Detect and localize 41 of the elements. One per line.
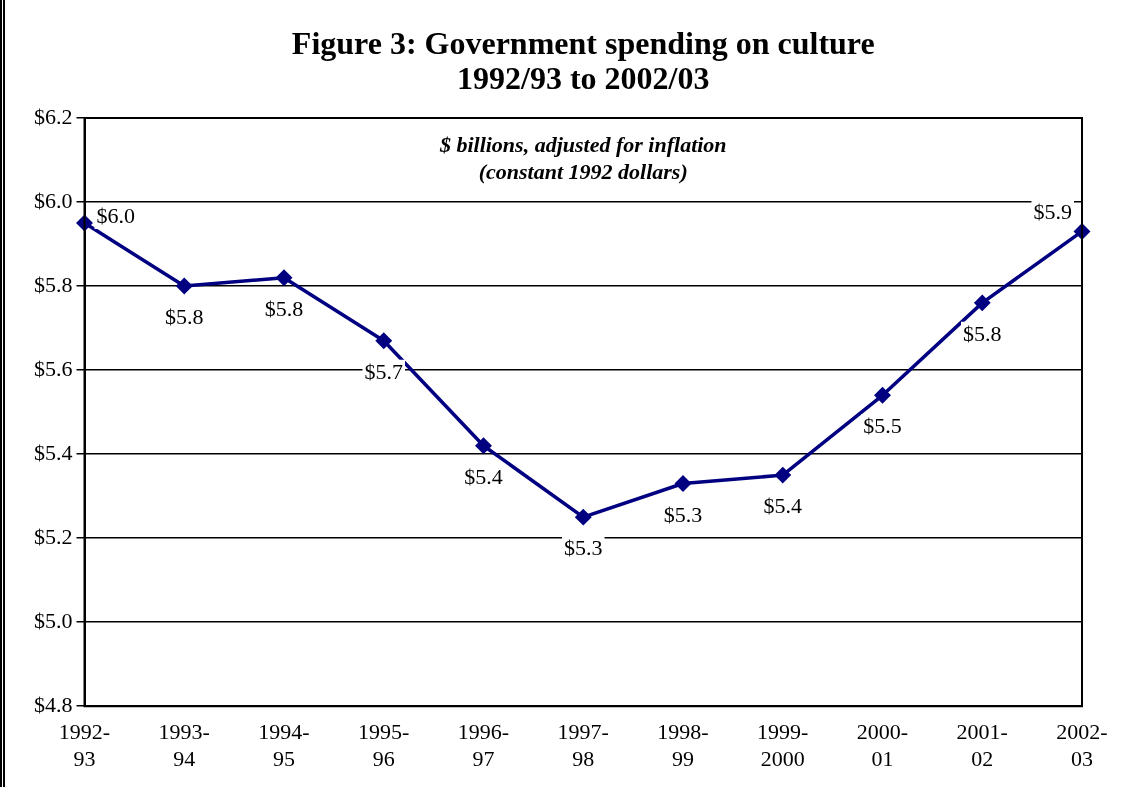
y-tick-label: $4.8 bbox=[34, 691, 73, 717]
y-tick-label: $5.2 bbox=[34, 523, 73, 549]
x-tick-label: 1999-2000 bbox=[757, 719, 809, 771]
point bbox=[874, 387, 891, 404]
x-tick-label: 2000-01 bbox=[856, 719, 909, 771]
x-tick-label: 1997-98 bbox=[557, 719, 609, 771]
x-tick-label: 2001-02 bbox=[956, 719, 1008, 771]
data-label: $5.8 bbox=[165, 304, 204, 330]
point bbox=[575, 509, 591, 525]
point bbox=[475, 437, 492, 454]
data-label: $5.8 bbox=[963, 320, 1002, 346]
x-tick-label: 1995-96 bbox=[358, 719, 410, 771]
point bbox=[376, 332, 392, 349]
data-label: $5.9 bbox=[1033, 199, 1072, 225]
data-label: $5.3 bbox=[564, 535, 603, 561]
data-label: $5.4 bbox=[464, 463, 503, 489]
x-tick-label: 1993-94 bbox=[158, 719, 210, 771]
point bbox=[974, 295, 990, 311]
x-tick-label: 1998-99 bbox=[657, 719, 709, 771]
x-tick-label: 1992-93 bbox=[58, 719, 111, 771]
y-tick-label: $5.6 bbox=[34, 355, 73, 381]
y-tick-label: $5.0 bbox=[34, 607, 73, 633]
point bbox=[276, 269, 292, 286]
data-label: $5.5 bbox=[863, 413, 902, 439]
data-label: $6.0 bbox=[96, 203, 135, 229]
x-tick-label: 1994-95 bbox=[258, 719, 310, 771]
point bbox=[176, 278, 192, 294]
text: $ billions, adjusted for inflation (constant 1992 dollars) bbox=[438, 132, 727, 184]
y-tick-label: $6.0 bbox=[34, 187, 73, 213]
x-tick-label: 1996-97 bbox=[457, 719, 510, 771]
data-label: $5.8 bbox=[264, 295, 304, 321]
data-label: $5.3 bbox=[663, 501, 703, 527]
y-tick-label: $6.2 bbox=[34, 103, 73, 129]
point bbox=[675, 475, 691, 492]
point bbox=[775, 467, 791, 483]
data-label: $5.4 bbox=[763, 493, 802, 519]
data-label: $5.7 bbox=[364, 358, 403, 384]
chart-title: Figure 3: Government spending on culture 1992/93 to 2002/03 bbox=[291, 25, 875, 96]
y-tick-label: $5.4 bbox=[34, 439, 73, 465]
y-tick-label: $5.8 bbox=[34, 271, 73, 297]
x-tick-label: 2002-03 bbox=[1056, 719, 1108, 771]
